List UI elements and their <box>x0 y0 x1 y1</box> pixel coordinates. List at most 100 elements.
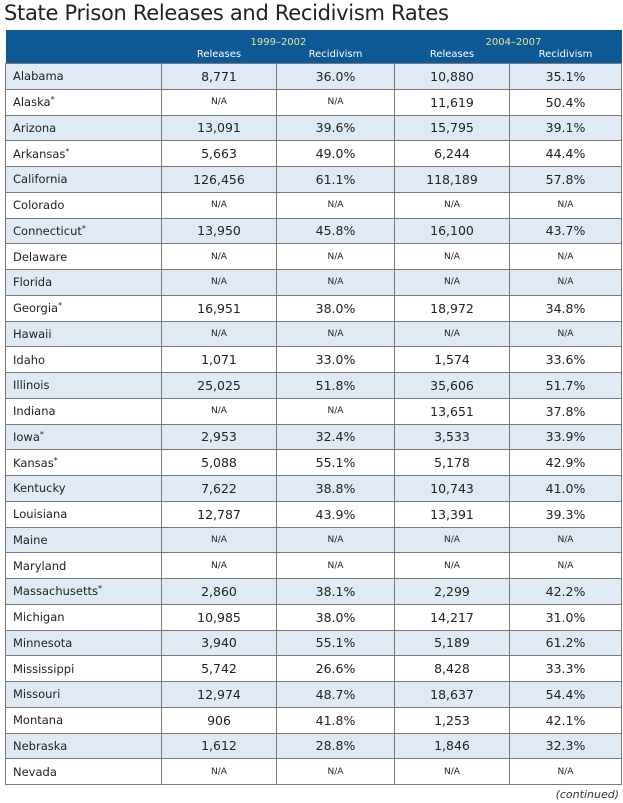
recidivism-1999-2002: 38.8% <box>276 475 395 502</box>
state-label: Georgia <box>13 301 59 316</box>
releases-2004-2007: N/A <box>394 758 510 785</box>
recidivism-2004-2007: N/A <box>509 526 622 554</box>
releases-2004-2007: 13,391 <box>394 500 510 528</box>
recidivism-2004-2007: 35.1% <box>509 63 622 90</box>
recidivism-1999-2002: 38.0% <box>276 294 395 322</box>
releases-2004-2007: 14,217 <box>394 603 510 631</box>
table-row: Florida N/A N/A N/A N/A <box>5 269 622 296</box>
releases-1999-2002: 13,091 <box>161 114 277 142</box>
state-name: Delaware <box>5 243 162 270</box>
footnote-asterisk: * <box>58 301 63 311</box>
recidivism-2004-2007: 51.7% <box>509 372 622 399</box>
state-name: Missouri <box>5 681 162 708</box>
state-name: Kansas* <box>5 449 162 476</box>
recidivism-1999-2002: 61.1% <box>276 166 395 193</box>
continued-note: (continued) <box>555 788 619 801</box>
recidivism-2004-2007: 43.7% <box>509 217 622 245</box>
state-label: Kansas <box>13 455 54 470</box>
state-name: Arkansas* <box>5 140 162 167</box>
releases-2004-2007: 16,100 <box>394 217 510 245</box>
releases-2004-2007: 118,189 <box>394 166 510 193</box>
recidivism-2004-2007: 34.8% <box>509 294 622 322</box>
recidivism-1999-2002: 43.9% <box>276 500 395 528</box>
releases-1999-2002: 7,622 <box>161 475 277 502</box>
recidivism-2004-2007: 44.4% <box>509 140 622 167</box>
releases-1999-2002: 906 <box>161 706 277 734</box>
state-label: Missouri <box>13 687 61 702</box>
state-label: Massachusetts <box>13 584 98 599</box>
state-label: Maine <box>13 532 48 547</box>
releases-2004-2007: 8,428 <box>394 655 510 682</box>
state-name: Massachusetts* <box>5 578 162 605</box>
state-label: Maryland <box>13 558 67 573</box>
releases-2004-2007: 15,795 <box>394 114 510 142</box>
releases-1999-2002: N/A <box>161 191 277 219</box>
releases-2004-2007: N/A <box>394 552 510 579</box>
releases-1999-2002: 1,612 <box>161 732 277 760</box>
table-row: Michigan 10,985 38.0% 14,217 31.0% <box>5 603 622 631</box>
releases-1999-2002: 12,974 <box>161 681 277 708</box>
state-name: Iowa* <box>5 423 162 451</box>
state-label: Colorado <box>13 198 65 213</box>
state-label: Delaware <box>13 249 68 264</box>
recidivism-1999-2002: 45.8% <box>276 217 395 245</box>
table-row: Missouri 12,974 48.7% 18,637 54.4% <box>5 681 622 708</box>
releases-2004-2007: 11,619 <box>394 88 510 116</box>
table-row: Alabama 8,771 36.0% 10,880 35.1% <box>5 63 622 90</box>
recidivism-2004-2007: 33.9% <box>509 423 622 451</box>
state-label: Idaho <box>13 352 46 367</box>
footnote-asterisk: * <box>65 146 70 156</box>
state-label: Alaska <box>13 95 51 110</box>
table-row: Kansas* 5,088 55.1% 5,178 42.9% <box>5 449 622 476</box>
recidivism-2004-2007: 32.3% <box>509 732 622 760</box>
recidivism-2004-2007: 50.4% <box>509 88 622 116</box>
state-label: Connecticut <box>13 223 82 238</box>
recidivism-1999-2002: N/A <box>276 397 395 425</box>
releases-1999-2002: N/A <box>161 526 277 554</box>
state-name: Alaska* <box>5 88 162 116</box>
state-label: Nevada <box>13 764 57 779</box>
recidivism-1999-2002: 38.0% <box>276 603 395 631</box>
header-recidivism-2: 2004–2007 Recidivism <box>486 30 622 64</box>
recidivism-1999-2002: 33.0% <box>276 346 395 373</box>
releases-2004-2007: 5,178 <box>394 449 510 476</box>
releases-2004-2007: N/A <box>394 320 510 348</box>
state-name: Mississippi <box>5 655 162 682</box>
table-row: Maryland N/A N/A N/A N/A <box>5 552 622 579</box>
table-row: Colorado N/A N/A N/A N/A <box>5 191 622 219</box>
state-label: Alabama <box>13 69 64 84</box>
state-label: Michigan <box>13 610 65 625</box>
recidivism-2004-2007: 33.6% <box>509 346 622 373</box>
table-row: Nevada N/A N/A N/A N/A <box>5 758 622 785</box>
recidivism-2004-2007: N/A <box>509 269 622 296</box>
recidivism-2004-2007: 37.8% <box>509 397 622 425</box>
recidivism-2004-2007: 42.1% <box>509 706 622 734</box>
recidivism-1999-2002: 48.7% <box>276 681 395 708</box>
recidivism-2004-2007: N/A <box>509 243 622 270</box>
recidivism-1999-2002: 55.1% <box>276 449 395 476</box>
state-label: Iowa <box>13 429 40 444</box>
state-label: Hawaii <box>13 326 52 341</box>
state-name: Michigan <box>5 603 162 631</box>
state-name: California <box>5 166 162 193</box>
releases-2004-2007: 10,880 <box>394 63 510 90</box>
recidivism-2004-2007: 54.4% <box>509 681 622 708</box>
recidivism-2004-2007: 61.2% <box>509 629 622 657</box>
recidivism-1999-2002: N/A <box>276 269 395 296</box>
recidivism-1999-2002: 28.8% <box>276 732 395 760</box>
state-label: Kentucky <box>13 481 66 496</box>
table-row: Georgia* 16,951 38.0% 18,972 34.8% <box>5 294 622 322</box>
state-name: Kentucky <box>5 475 162 502</box>
recidivism-2004-2007: N/A <box>509 320 622 348</box>
table-row: Kentucky 7,622 38.8% 10,743 41.0% <box>5 475 622 502</box>
releases-2004-2007: 2,299 <box>394 578 510 605</box>
releases-1999-2002: 5,088 <box>161 449 277 476</box>
releases-2004-2007: 35,606 <box>394 372 510 399</box>
recidivism-table: Releases 1999–2002 Recidivism Releases 20… <box>5 30 622 785</box>
releases-1999-2002: 5,742 <box>161 655 277 682</box>
table-row: Montana 906 41.8% 1,253 42.1% <box>5 706 622 734</box>
recidivism-2004-2007: N/A <box>509 758 622 785</box>
table-row: Alaska* N/A N/A 11,619 50.4% <box>5 88 622 116</box>
table-row: Arkansas* 5,663 49.0% 6,244 44.4% <box>5 140 622 167</box>
releases-1999-2002: 25,025 <box>161 372 277 399</box>
